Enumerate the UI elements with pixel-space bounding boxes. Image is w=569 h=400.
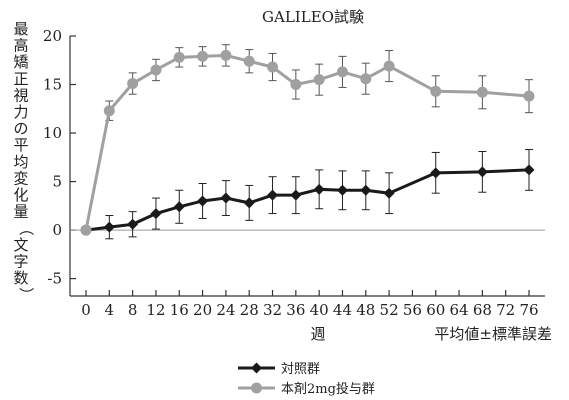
y-axis-label-char: 高 [13, 37, 28, 55]
y-axis-label-char: 最 [13, 20, 28, 38]
x-tick-label: 4 [105, 301, 115, 319]
y-axis-label-char: 矯 [13, 53, 28, 71]
y-axis-label-char: （ [17, 221, 35, 236]
x-tick-label: 64 [450, 301, 469, 319]
x-tick-label: 48 [356, 301, 375, 319]
y-tick-label: 10 [43, 124, 62, 142]
data-point [360, 73, 372, 85]
data-point [290, 189, 302, 201]
data-point [290, 79, 302, 91]
y-axis-label-char: ） [17, 287, 35, 302]
x-tick-label: 16 [170, 301, 189, 319]
x-axis: 0 4 8 12 16 20 24 28 32 36 40 44 48 52 56 60 64 68 72 76 [70, 290, 545, 319]
x-tick-label: 60 [426, 301, 445, 319]
series-treatment [80, 44, 535, 236]
chart-title: GALILEO試験 [262, 8, 364, 26]
y-axis: -5 0 5 10 15 20 [43, 27, 76, 296]
data-point [430, 85, 442, 97]
y-axis-label-char: の [13, 120, 28, 138]
data-point [127, 218, 139, 230]
y-tick-label: -5 [47, 270, 62, 288]
data-point [383, 187, 395, 199]
x-axis-label: 週 [310, 325, 325, 343]
data-point [220, 192, 232, 204]
y-axis-label-char: 字 [13, 252, 28, 270]
y-tick-label: 5 [52, 173, 62, 191]
data-point [150, 208, 162, 220]
x-tick-label: 52 [380, 301, 399, 319]
y-axis-label-char: 変 [13, 169, 28, 187]
x-tick-label: 24 [216, 301, 235, 319]
series-control [80, 149, 535, 240]
y-axis-label-char: 均 [13, 153, 28, 171]
data-point [360, 184, 372, 196]
data-point [336, 184, 348, 196]
data-point [197, 195, 209, 207]
error-note: 平均値±標準誤差 [434, 325, 552, 343]
data-point [80, 224, 92, 236]
y-axis-label-char: 視 [13, 86, 28, 104]
y-axis-label-char: 文 [13, 236, 28, 254]
y-axis-label-char: 平 [13, 136, 28, 154]
data-point [476, 166, 488, 178]
data-point [150, 64, 162, 76]
x-tick-label: 72 [496, 301, 515, 319]
data-point [336, 66, 348, 78]
x-tick-label: 8 [128, 301, 138, 319]
x-tick-label: 44 [333, 301, 352, 319]
data-point [383, 60, 395, 72]
x-tick-label: 28 [240, 301, 259, 319]
data-point [220, 49, 232, 61]
data-point [313, 74, 325, 86]
series-line [84, 53, 530, 231]
x-tick-label: 20 [193, 301, 212, 319]
legend-label: 本剤2mg投与群 [281, 381, 375, 397]
data-point [430, 167, 442, 179]
x-tick-label: 76 [519, 301, 538, 319]
x-tick-label: 68 [473, 301, 492, 319]
y-axis-label-char: 数 [13, 269, 28, 287]
x-tick-label: 0 [81, 301, 91, 319]
x-tick-label: 36 [286, 301, 305, 319]
y-axis-label-char: 量 [13, 203, 28, 221]
data-point [173, 51, 185, 63]
data-point [523, 90, 535, 102]
y-tick-label: 15 [43, 76, 62, 94]
plot-area [80, 44, 535, 240]
data-point [267, 61, 279, 73]
x-tick-label: 12 [146, 301, 165, 319]
data-point [267, 189, 279, 201]
data-point [313, 183, 325, 195]
data-point [197, 50, 209, 62]
y-tick-label: 20 [43, 27, 62, 45]
data-point [173, 201, 185, 213]
data-point [127, 78, 139, 90]
x-tick-label: 56 [403, 301, 422, 319]
data-point [476, 86, 488, 98]
data-point [103, 221, 115, 233]
y-axis-label-char: 化 [13, 186, 28, 204]
x-tick-label: 32 [263, 301, 282, 319]
data-point [243, 55, 255, 67]
legend-marker [251, 382, 262, 394]
data-point [243, 197, 255, 209]
y-axis-label-char: 正 [13, 70, 28, 88]
series-line [85, 168, 530, 232]
data-point [103, 105, 115, 117]
legend-label: 対照群 [281, 362, 320, 377]
legend-marker [251, 362, 262, 374]
x-tick-label: 40 [310, 301, 329, 319]
y-axis-label-char: 力 [13, 103, 28, 121]
y-tick-label: 0 [52, 221, 62, 239]
data-point [523, 164, 535, 176]
